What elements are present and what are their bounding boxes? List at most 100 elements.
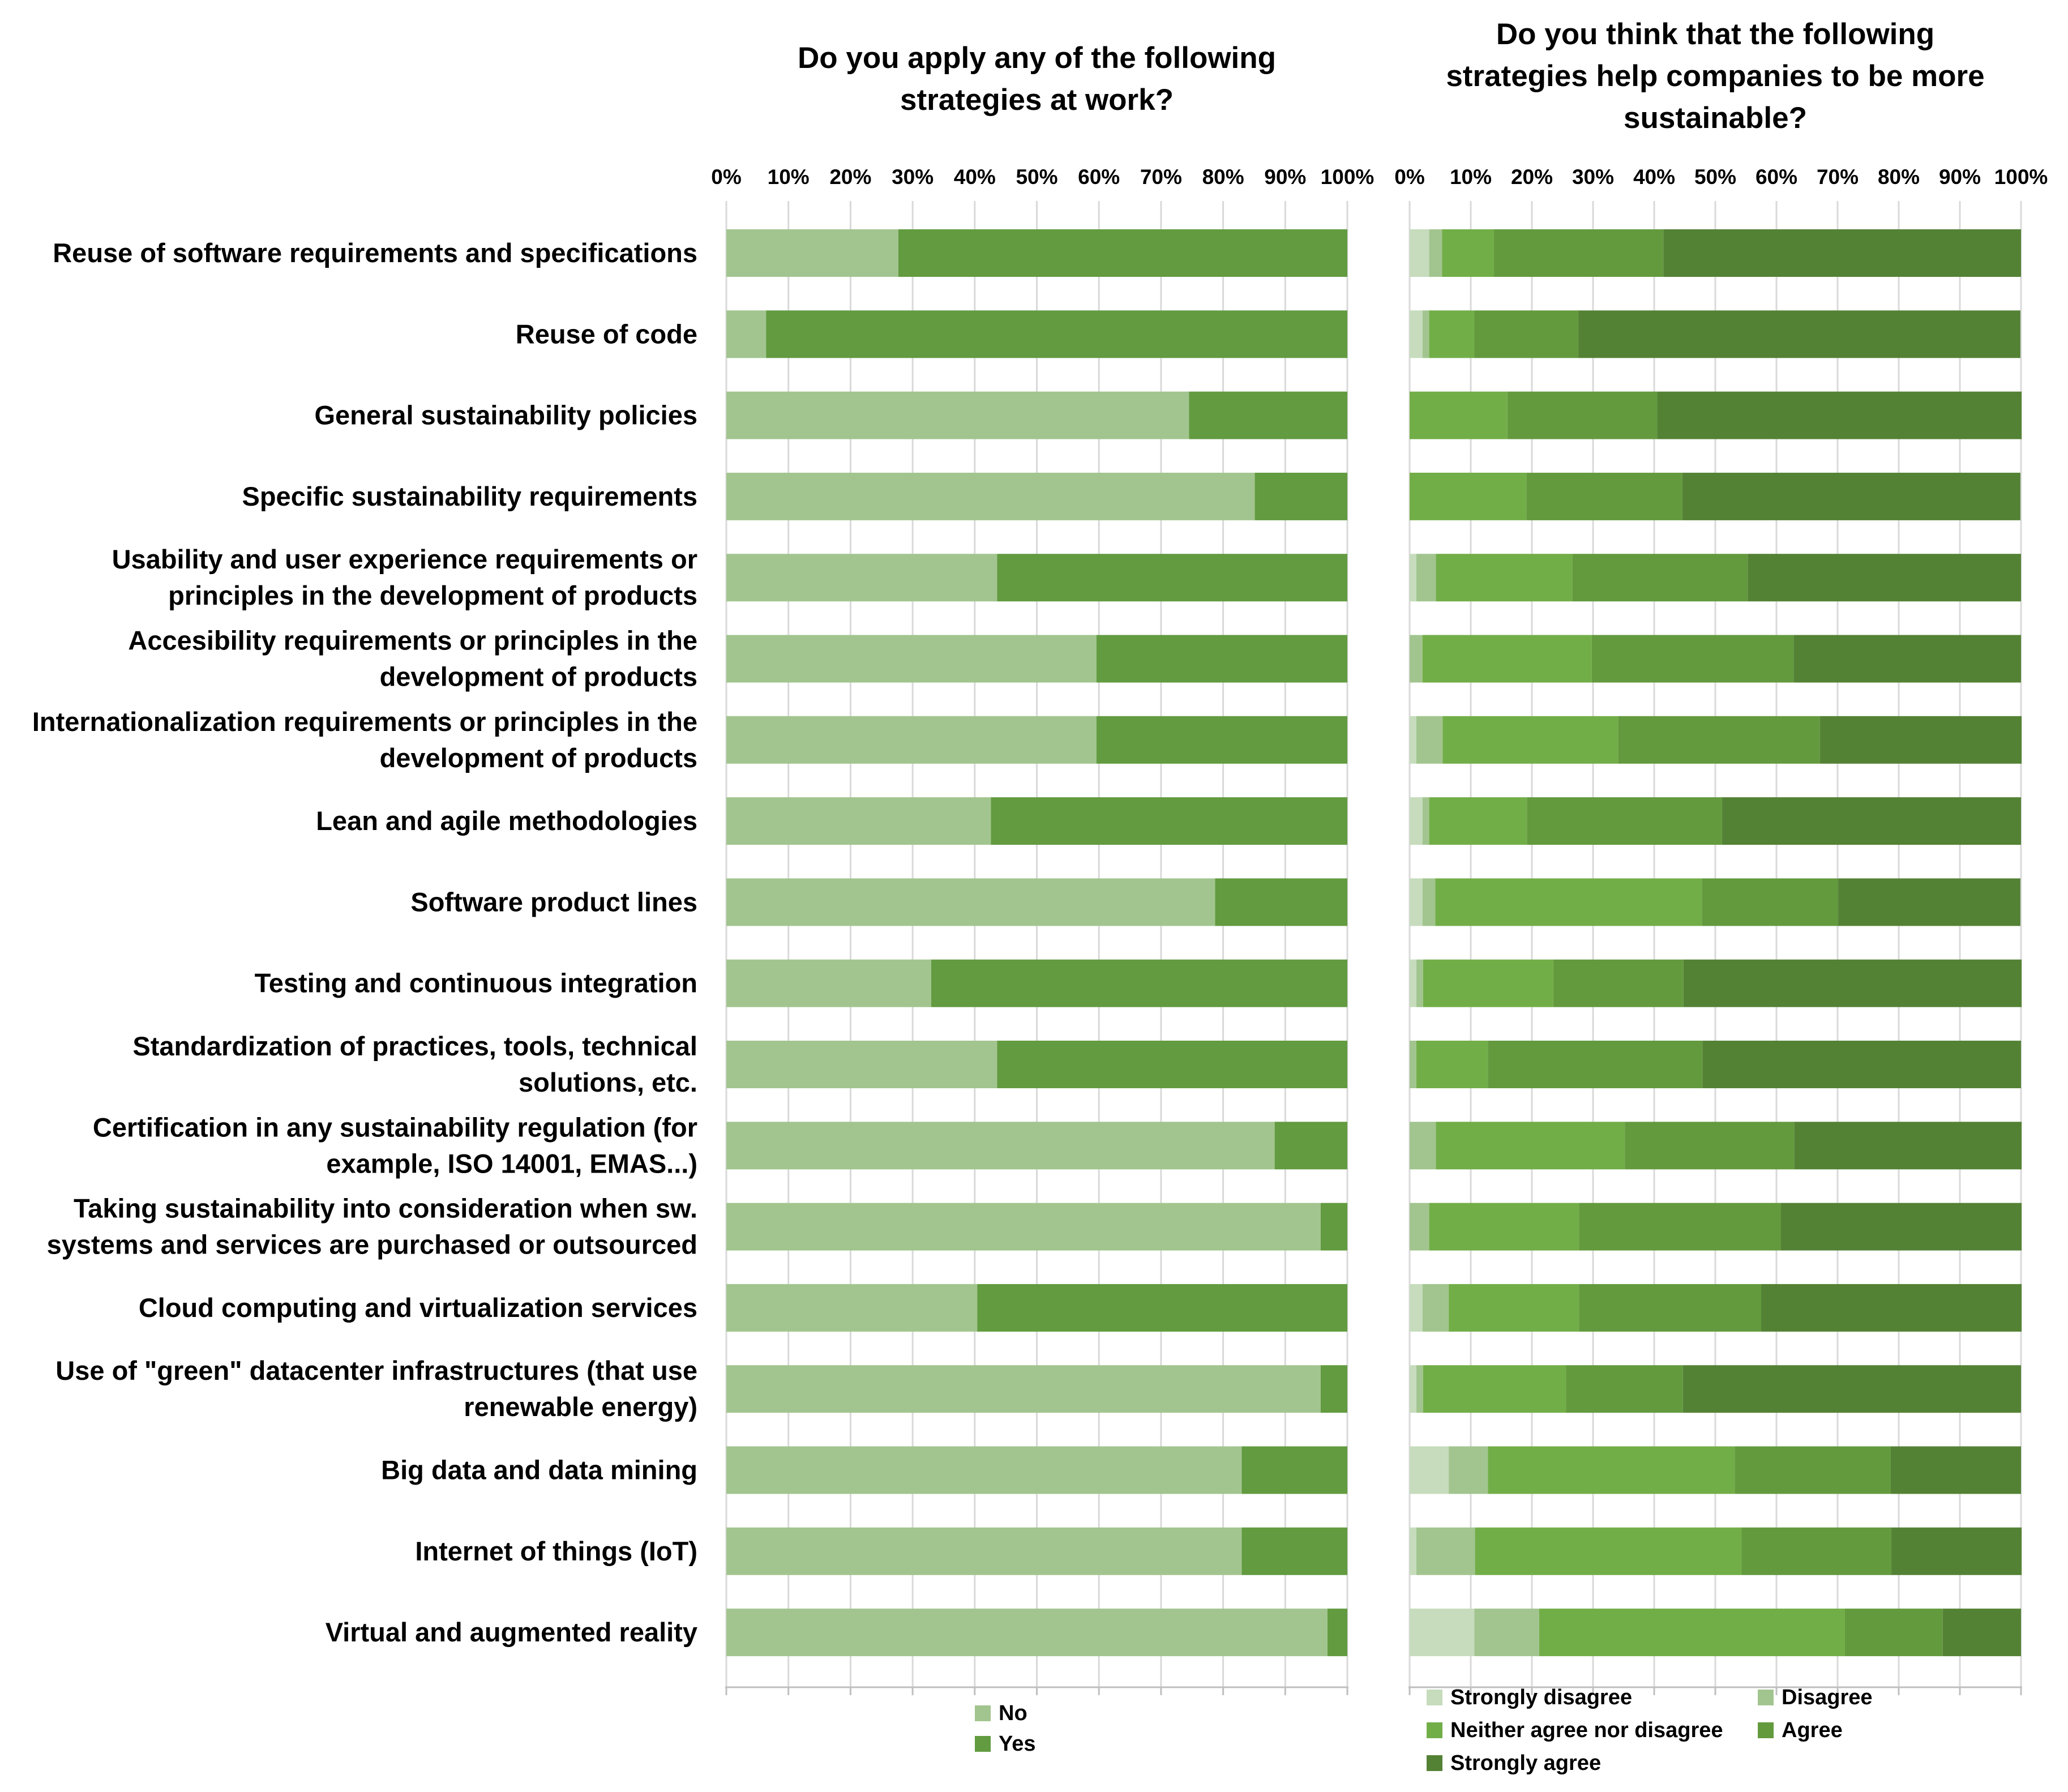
- chart-2-bar-disagree-row-10: [1416, 959, 1423, 1007]
- chart-1-bar-yes-row-3: [1189, 391, 1347, 439]
- chart-2-bar-neither-agree-nor-disagree-row-5: [1436, 554, 1573, 602]
- category-label-5-line-2: principles in the development of product…: [168, 580, 697, 610]
- chart-1-bar-yes-row-14: [977, 1284, 1347, 1332]
- chart-2-bar-agree-row-17: [1741, 1527, 1892, 1575]
- category-label-1: Reuse of software requirements and speci…: [53, 238, 697, 268]
- chart-2-bar-strongly-disagree-row-1: [1410, 229, 1429, 277]
- category-label-16: Big data and data mining: [381, 1455, 697, 1485]
- chart-2-bar-agree-row-2: [1474, 310, 1579, 358]
- chart-2-legend-label-neither-agree-nor-disagree: Neither agree nor disagree: [1450, 1718, 1723, 1742]
- chart-1-bar-yes-row-18: [1327, 1609, 1347, 1657]
- chart-2-bar-strongly-agree-row-17: [1891, 1527, 2022, 1575]
- chart-2-bar-agree-row-11: [1488, 1041, 1703, 1088]
- chart-1-bar-yes-row-7: [1096, 716, 1347, 764]
- chart-2-bar-strongly-disagree-row-17: [1410, 1527, 1416, 1575]
- chart-2-bar-disagree-row-5: [1416, 554, 1436, 602]
- chart-2-bar-strongly-disagree-row-7: [1410, 716, 1416, 764]
- category-label-2: Reuse of code: [516, 319, 697, 349]
- chart-1-bar-no-row-4: [726, 472, 1255, 520]
- category-label-17: Internet of things (IoT): [415, 1536, 697, 1566]
- chart-2-legend-label-strongly-agree: Strongly agree: [1450, 1751, 1601, 1775]
- chart-2-bar-disagree-row-12: [1410, 1122, 1436, 1170]
- chart-2-bar-neither-agree-nor-disagree-row-3: [1410, 391, 1508, 439]
- chart-1-tick-label-9: 90%: [1264, 165, 1306, 189]
- chart-2-bar-strongly-agree-row-11: [1702, 1041, 2021, 1088]
- chart-1-bar-no-row-8: [726, 797, 991, 845]
- chart-1-bar-yes-row-12: [1274, 1122, 1347, 1170]
- chart-2-tick-label-8: 80%: [1878, 165, 1920, 189]
- chart-2-bar-strongly-agree-row-14: [1761, 1284, 2022, 1332]
- chart-1-bar-no-row-11: [726, 1041, 997, 1088]
- chart-2-bar-neither-agree-nor-disagree-row-15: [1423, 1365, 1566, 1413]
- chart-2-bar-neither-agree-nor-disagree-row-12: [1436, 1122, 1625, 1170]
- chart-2-bar-strongly-disagree-row-8: [1410, 797, 1423, 845]
- chart-2-bar-neither-agree-nor-disagree-row-4: [1410, 472, 1527, 520]
- chart-1-bar-no-row-17: [726, 1527, 1242, 1575]
- chart-1-legend-swatch-no: [975, 1705, 991, 1721]
- chart-2-bar-disagree-row-2: [1422, 310, 1429, 358]
- chart-1-bar-yes-row-6: [1096, 635, 1347, 683]
- chart-2-bar-strongly-agree-row-3: [1657, 391, 2022, 439]
- chart-2-title-line-2: strategies help companies to be more: [1446, 59, 1984, 93]
- chart-2-bar-neither-agree-nor-disagree-row-16: [1488, 1446, 1735, 1494]
- chart-2-bar-agree-row-15: [1566, 1365, 1683, 1413]
- chart-2-bar-neither-agree-nor-disagree-row-6: [1422, 635, 1592, 683]
- chart-2-bar-strongly-disagree-row-10: [1410, 959, 1416, 1007]
- chart-2-bar-neither-agree-nor-disagree-row-13: [1429, 1203, 1579, 1251]
- chart-2-bar-agree-row-3: [1507, 391, 1658, 439]
- chart-2-bar-strongly-disagree-row-18: [1410, 1609, 1475, 1657]
- chart-1-legend-swatch-yes: [975, 1736, 991, 1752]
- chart-2-bar-agree-row-10: [1553, 959, 1684, 1007]
- chart-1-bar-no-row-6: [726, 635, 1097, 683]
- chart-2-legend-swatch-strongly-agree: [1427, 1755, 1442, 1771]
- chart-2-title-line-1: Do you think that the following: [1496, 18, 1934, 51]
- chart-2-bar-agree-row-18: [1844, 1609, 1943, 1657]
- chart-2-tick-label-3: 30%: [1572, 165, 1614, 189]
- chart-1-tick-label-10: 100%: [1321, 165, 1375, 189]
- chart-2-bar-neither-agree-nor-disagree-row-17: [1475, 1527, 1742, 1575]
- category-label-4: Specific sustainability requirements: [242, 481, 698, 511]
- chart-2-bar-disagree-row-11: [1410, 1041, 1416, 1088]
- category-label-15-line-2: renewable energy): [464, 1392, 697, 1422]
- chart-2-bar-disagree-row-18: [1474, 1609, 1539, 1657]
- chart-2-bar-agree-row-5: [1572, 554, 1748, 602]
- chart-2-bar-disagree-row-9: [1422, 878, 1436, 926]
- chart-2-bar-strongly-agree-row-16: [1890, 1446, 2021, 1494]
- chart-2-bar-neither-agree-nor-disagree-row-11: [1416, 1041, 1488, 1088]
- chart-1-bar-no-row-12: [726, 1122, 1275, 1170]
- chart-1-bar-no-row-14: [726, 1284, 978, 1332]
- chart-2-tick-label-7: 70%: [1817, 165, 1859, 189]
- chart-1-bar-yes-row-2: [766, 310, 1347, 358]
- category-label-11-line-1: Standardization of practices, tools, tec…: [132, 1031, 697, 1061]
- chart-2-bar-agree-row-12: [1625, 1122, 1795, 1170]
- chart-2-bar-strongly-agree-row-12: [1794, 1122, 2022, 1170]
- chart-2-bar-disagree-row-7: [1416, 716, 1443, 764]
- chart-1-title-line-1: Do you apply any of the following: [798, 41, 1276, 75]
- chart-2-bar-agree-row-6: [1591, 635, 1794, 683]
- chart-2-bar-neither-agree-nor-disagree-row-9: [1435, 878, 1702, 926]
- chart-1-tick-label-0: 0%: [711, 165, 741, 189]
- chart-2-legend-swatch-neither-agree-nor-disagree: [1427, 1722, 1442, 1738]
- chart-2-tick-label-1: 10%: [1450, 165, 1492, 189]
- chart-2-bar-agree-row-14: [1579, 1284, 1761, 1332]
- chart-2-bar-disagree-row-17: [1416, 1527, 1475, 1575]
- chart-2-bar-strongly-disagree-row-16: [1410, 1446, 1449, 1494]
- chart-2-bar-strongly-disagree-row-9: [1410, 878, 1423, 926]
- chart-1-legend-label-yes: Yes: [999, 1732, 1036, 1756]
- category-label-5-line-1: Usability and user experience requiremen…: [112, 544, 697, 574]
- chart-1-bar-yes-row-1: [898, 229, 1347, 277]
- chart-1-tick-label-4: 40%: [954, 165, 996, 189]
- chart-2-bar-strongly-disagree-row-15: [1410, 1365, 1416, 1413]
- chart-2-bar-strongly-agree-row-15: [1682, 1365, 2021, 1413]
- chart-1-tick-label-1: 10%: [768, 165, 810, 189]
- category-label-11-line-2: solutions, etc.: [519, 1067, 697, 1097]
- chart-1-bar-no-row-10: [726, 959, 932, 1007]
- chart-2-bar-strongly-disagree-row-2: [1410, 310, 1423, 358]
- chart-1-bar-yes-row-8: [991, 797, 1347, 845]
- chart-2-tick-label-0: 0%: [1394, 165, 1424, 189]
- chart-1-bar-yes-row-4: [1254, 472, 1347, 520]
- chart-2-bar-disagree-row-13: [1410, 1203, 1429, 1251]
- chart-1-bar-yes-row-11: [997, 1041, 1347, 1088]
- chart-1-bar-no-row-13: [726, 1203, 1321, 1251]
